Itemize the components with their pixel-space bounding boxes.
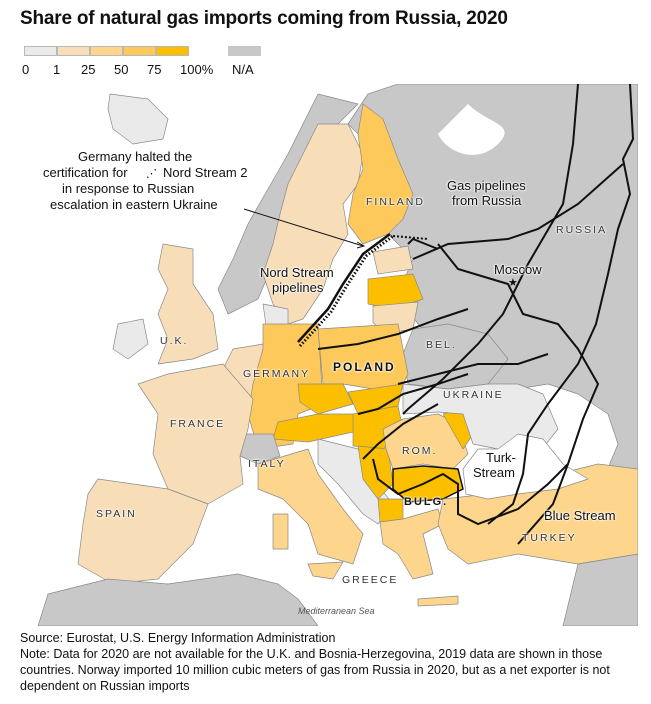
label-mediterranean-sea: Mediterranean Sea <box>298 606 375 616</box>
label-poland: POLAND <box>333 360 396 374</box>
label-italy: ITALY <box>248 458 286 470</box>
legend-tick: 0 <box>22 62 30 77</box>
nord-stream-pipelines <box>297 232 429 348</box>
annotation-ns2-line1: Germany halted the <box>78 149 193 164</box>
region-france <box>137 363 254 505</box>
label-turkey: TURKEY <box>522 532 577 544</box>
region-iceland <box>107 93 169 145</box>
region-sweden <box>262 123 364 325</box>
label-finland: FINLAND <box>366 196 425 208</box>
annotation-nord-stream-1: Nord Stream <box>260 265 334 280</box>
label-bel: BEL. <box>426 339 457 351</box>
black-sea <box>462 433 589 500</box>
legend-swatch-75 <box>156 46 189 56</box>
label-moscow: Moscow <box>494 262 542 277</box>
annotation-leader-line <box>243 208 364 247</box>
source-text: Source: Eurostat, U.S. Energy Informatio… <box>20 631 336 645</box>
region-italy <box>257 448 364 565</box>
region-romania <box>382 413 469 470</box>
label-greece: GREECE <box>342 574 399 586</box>
legend-swatch-na <box>228 46 261 56</box>
label-ukraine: UKRAINE <box>443 389 504 401</box>
region-estonia <box>372 245 414 275</box>
region-greece <box>379 508 444 580</box>
annotation-ns2-line4: escalation in eastern Ukraine <box>50 197 218 212</box>
label-russia: RUSSIA <box>556 224 608 236</box>
legend-na-label: N/A <box>232 62 254 77</box>
legend-swatch-50 <box>123 46 156 56</box>
region-finland <box>347 103 414 245</box>
region-ireland <box>112 318 149 360</box>
moscow-star-icon: ★ <box>508 277 518 289</box>
region-czechia <box>297 383 354 415</box>
legend-tick: 75 <box>147 62 162 77</box>
legend-tick: 100% <box>180 62 214 77</box>
annotation-turkstream-1: Turk- <box>486 450 516 465</box>
legend-swatch-25 <box>90 46 123 56</box>
region-north-africa <box>37 573 319 626</box>
label-france: FRANCE <box>170 418 226 430</box>
region-middle-east <box>562 553 638 626</box>
label-uk: U.K. <box>160 335 189 347</box>
pipelines <box>317 84 635 545</box>
annotation-ns2-line2b: Nord Stream 2 <box>163 165 248 180</box>
map-svg: ★ <box>37 84 638 626</box>
legend-swatch-0 <box>24 46 57 56</box>
annotation-ns2-line3: in response to Russian <box>62 181 195 196</box>
chart-title: Share of natural gas imports coming from… <box>20 8 508 29</box>
annotation-turkstream-2: Stream <box>473 465 515 480</box>
annotation-nord-stream-2: pipelines <box>272 280 324 295</box>
map: ★ FINLAND RUSSIA U.K. BEL. GERMANY POLAN… <box>18 84 638 626</box>
region-uk <box>157 243 219 365</box>
nord-stream-2-dotted-icon: ⋰ <box>146 168 157 180</box>
legend-tick: 1 <box>53 62 61 77</box>
legend-swatch-1 <box>57 46 90 56</box>
label-rom: ROM. <box>402 445 438 457</box>
legend-tick: 50 <box>114 62 129 77</box>
region-north-macedonia <box>377 498 404 523</box>
annotation-gas-pipelines-2: from Russia <box>452 193 522 208</box>
label-bulg: BULG. <box>404 496 449 508</box>
footer: Source: Eurostat, U.S. Energy Informatio… <box>20 630 640 694</box>
label-germany: GERMANY <box>243 368 311 380</box>
annotation-blue-stream: Blue Stream <box>544 508 616 523</box>
label-spain: SPAIN <box>96 508 137 520</box>
note-text: Note: Data for 2020 are not available fo… <box>20 647 610 693</box>
annotation-gas-pipelines-1: Gas pipelines <box>447 178 526 193</box>
annotation-ns2-line2a: certification for <box>43 165 128 180</box>
region-poland <box>317 323 409 390</box>
legend-tick: 25 <box>81 62 96 77</box>
